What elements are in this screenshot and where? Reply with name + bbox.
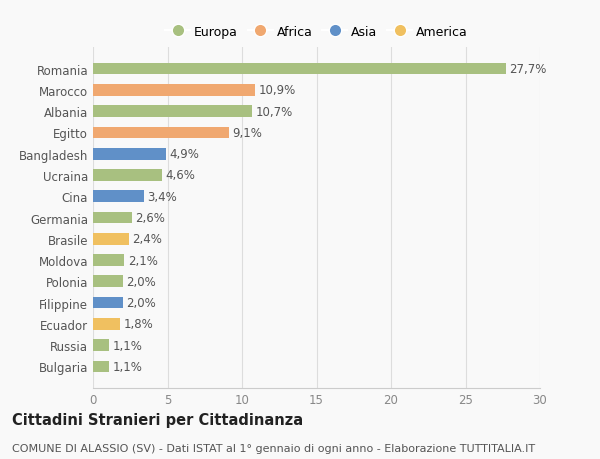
Bar (93, 255, 124, 266)
Bar (93, 276, 123, 287)
Text: 1,1%: 1,1% (113, 360, 143, 373)
Bar (93, 191, 143, 202)
Bar (93, 64, 506, 75)
Text: 4,6%: 4,6% (165, 169, 195, 182)
Text: 4,9%: 4,9% (170, 148, 200, 161)
Text: 2,0%: 2,0% (127, 275, 156, 288)
Text: 27,7%: 27,7% (509, 63, 547, 76)
Text: 10,9%: 10,9% (259, 84, 296, 97)
Bar (93, 149, 166, 160)
Legend: Europa, Africa, Asia, America: Europa, Africa, Asia, America (160, 21, 473, 44)
Bar (93, 170, 161, 181)
Bar (93, 106, 253, 118)
Text: 1,8%: 1,8% (124, 318, 153, 330)
Text: 1,1%: 1,1% (113, 339, 143, 352)
Bar (93, 127, 229, 139)
Text: Cittadini Stranieri per Cittadinanza: Cittadini Stranieri per Cittadinanza (12, 413, 303, 428)
Bar (93, 340, 109, 351)
Text: 2,4%: 2,4% (133, 233, 163, 246)
Bar (93, 318, 120, 330)
Text: 3,4%: 3,4% (148, 190, 177, 203)
Text: 9,1%: 9,1% (232, 127, 262, 140)
Text: COMUNE DI ALASSIO (SV) - Dati ISTAT al 1° gennaio di ogni anno - Elaborazione TU: COMUNE DI ALASSIO (SV) - Dati ISTAT al 1… (12, 443, 535, 453)
Bar (93, 297, 123, 309)
Bar (93, 212, 132, 224)
Text: 2,0%: 2,0% (127, 297, 156, 309)
Bar (93, 361, 109, 372)
Text: 2,6%: 2,6% (136, 212, 166, 224)
Bar (93, 85, 256, 96)
Text: 2,1%: 2,1% (128, 254, 158, 267)
Bar (93, 234, 129, 245)
Text: 10,7%: 10,7% (256, 106, 293, 118)
